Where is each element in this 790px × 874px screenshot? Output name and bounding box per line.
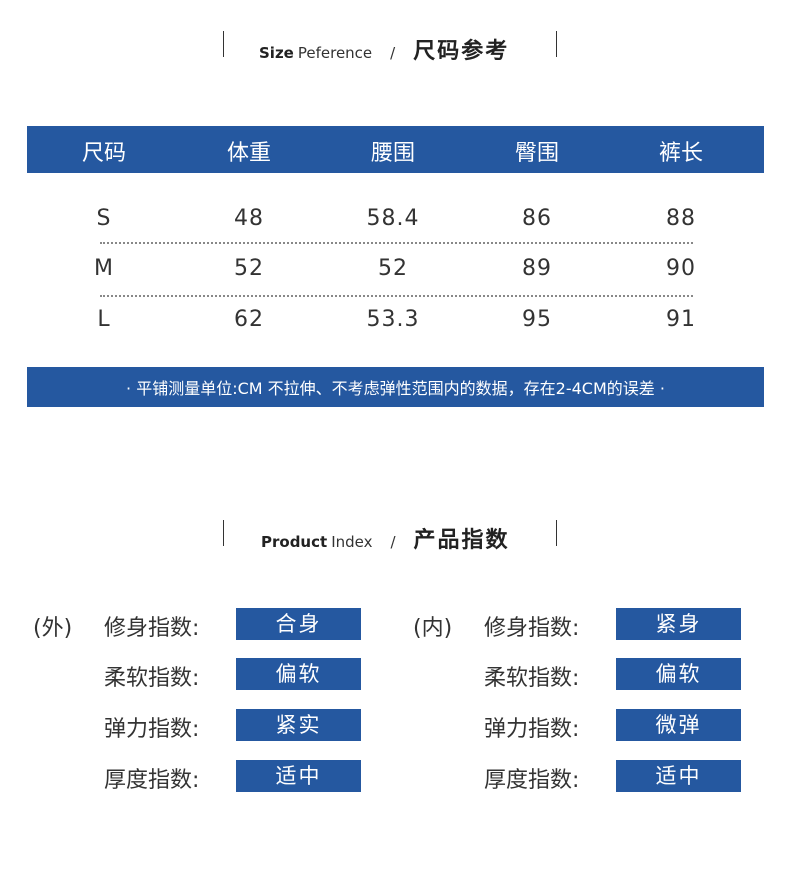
title-en-bold: Size [259,44,294,62]
size-table-header: 尺码 体重 腰围 臀围 裤长 [27,126,764,173]
header-cell: 臀围 [514,141,560,166]
index-badge: 紧实 [236,709,361,741]
table-cell: 86 [522,206,552,231]
section-title-size: Size Peference / 尺码参考 [259,33,509,65]
table-row: S 48 58.4 86 88 [0,206,790,236]
header-cell: 尺码 [81,141,127,166]
row-divider [100,242,693,244]
header-cell: 腰围 [370,141,416,166]
divider [556,31,557,57]
table-row: M 52 52 89 90 [0,256,790,286]
table-cell: 52 [378,256,408,281]
table-cell: 90 [666,256,696,281]
index-label: 弹力指数: [104,717,200,742]
index-label: 柔软指数: [484,666,580,691]
table-cell: 89 [522,256,552,281]
title-en: Index [331,533,373,551]
table-cell: 88 [666,206,696,231]
index-label: 厚度指数: [104,768,200,793]
title-en: Peference [297,44,373,62]
index-label: 弹力指数: [484,717,580,742]
outer-tag: (外) [33,616,73,641]
row-divider [100,295,693,297]
divider [223,31,224,57]
index-badge: 微弹 [616,709,741,741]
table-cell: L [97,307,111,332]
table-row: L 62 53.3 95 91 [0,307,790,337]
index-badge: 适中 [616,760,741,792]
index-badge: 紧身 [616,608,741,640]
title-cn: 产品指数 [413,528,510,553]
table-cell: M [94,256,114,281]
divider [556,520,557,546]
table-cell: S [96,206,112,231]
table-cell: 62 [234,307,264,332]
index-label: 修身指数: [104,616,200,641]
index-badge: 偏软 [236,658,361,690]
index-label: 修身指数: [484,616,580,641]
table-cell: 53.3 [366,307,420,332]
section-title-product: Product Index / 产品指数 [261,522,510,554]
index-label: 厚度指数: [484,768,580,793]
title-slash: / [390,44,396,62]
table-cell: 91 [666,307,696,332]
table-cell: 58.4 [366,206,420,231]
inner-tag: (内) [413,616,453,641]
title-cn: 尺码参考 [413,39,510,64]
header-cell: 裤长 [658,141,704,166]
index-badge: 适中 [236,760,361,792]
index-badge: 合身 [236,608,361,640]
header-cell: 体重 [226,141,272,166]
index-label: 柔软指数: [104,666,200,691]
title-en-bold: Product [261,533,328,551]
measurement-note: · 平铺测量单位:CM 不拉伸、不考虑弹性范围内的数据，存在2-4CM的误差 · [27,367,764,407]
divider [223,520,224,546]
index-badge: 偏软 [616,658,741,690]
table-cell: 95 [522,307,552,332]
table-cell: 48 [234,206,264,231]
title-slash: / [390,533,396,551]
table-cell: 52 [234,256,264,281]
